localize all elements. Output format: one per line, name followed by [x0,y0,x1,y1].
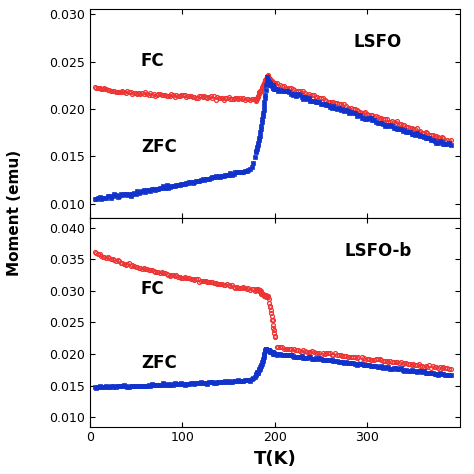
Text: FC: FC [141,52,164,70]
X-axis label: T(K): T(K) [254,450,296,468]
Text: FC: FC [141,280,164,298]
Text: LSFO: LSFO [354,33,402,51]
Text: LSFO-b: LSFO-b [344,242,411,260]
Text: ZFC: ZFC [141,137,177,155]
Text: Moment (emu): Moment (emu) [7,150,22,276]
Text: ZFC: ZFC [141,354,177,372]
